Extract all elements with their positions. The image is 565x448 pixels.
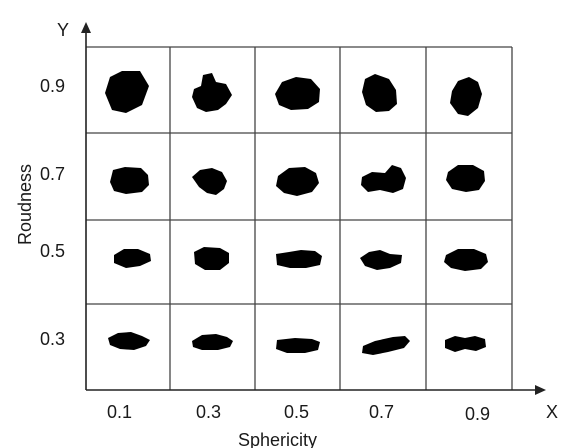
x-axis-name: Sphericity bbox=[238, 430, 317, 448]
x-tick-labels: 0.1 0.3 0.5 0.7 0.9 bbox=[107, 402, 490, 424]
grid bbox=[86, 46, 513, 390]
particle-shape bbox=[108, 332, 150, 350]
particle-shape bbox=[450, 77, 482, 116]
particle-shape bbox=[276, 338, 320, 353]
particle-shape bbox=[192, 168, 227, 195]
y-axis-arrow bbox=[81, 22, 91, 33]
particle-shape bbox=[444, 249, 488, 271]
particle-shape bbox=[105, 71, 149, 113]
y-axis-name: Roudness bbox=[15, 164, 35, 245]
y-tick-label: 0.5 bbox=[40, 241, 65, 261]
x-tick-label: 0.9 bbox=[465, 404, 490, 424]
y-tick-label: 0.3 bbox=[40, 329, 65, 349]
particles bbox=[105, 71, 488, 355]
particle-shape bbox=[194, 247, 229, 270]
particle-shape bbox=[110, 167, 149, 194]
y-tick-label: 0.7 bbox=[40, 164, 65, 184]
axes bbox=[85, 30, 538, 391]
particle-shape bbox=[192, 73, 232, 112]
particle-shape bbox=[114, 249, 151, 268]
x-tick-label: 0.5 bbox=[284, 402, 309, 422]
particle-shape bbox=[360, 250, 402, 270]
x-tick-label: 0.7 bbox=[369, 402, 394, 422]
y-tick-label: 0.9 bbox=[40, 76, 65, 96]
x-tick-label: 0.1 bbox=[107, 402, 132, 422]
particle-shape bbox=[445, 336, 486, 352]
particle-shape bbox=[361, 165, 406, 193]
y-tick-labels: 0.9 0.7 0.5 0.3 bbox=[40, 76, 65, 349]
particle-shape bbox=[446, 165, 485, 192]
y-axis-letter: Y bbox=[57, 20, 69, 40]
x-tick-label: 0.3 bbox=[196, 402, 221, 422]
x-axis-arrow bbox=[535, 385, 546, 395]
particle-shape bbox=[275, 77, 320, 110]
particle-shape bbox=[362, 74, 397, 112]
x-axis-letter: X bbox=[546, 402, 558, 422]
particle-shape bbox=[192, 334, 233, 350]
particle-shape bbox=[276, 250, 322, 268]
particle-shape bbox=[362, 336, 410, 355]
particle-shape bbox=[276, 167, 319, 196]
